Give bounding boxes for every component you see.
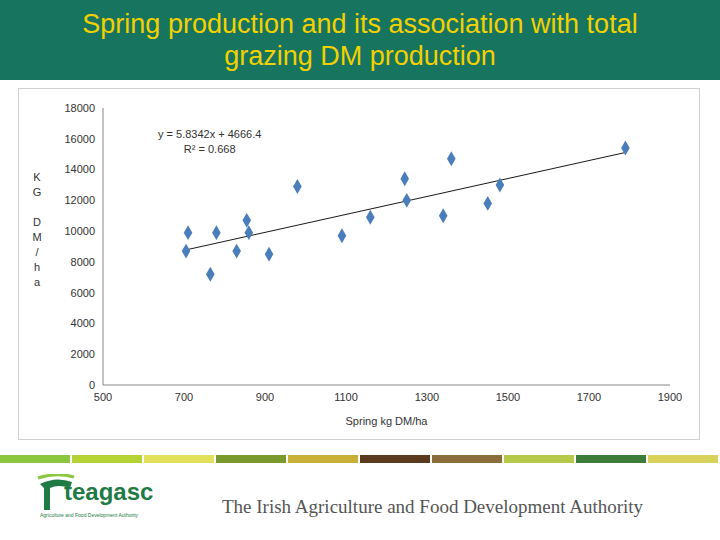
svg-text:8000: 8000 xyxy=(71,256,95,268)
html-text:G: G xyxy=(32,186,42,198)
svg-text:0: 0 xyxy=(89,379,95,391)
svg-text:12000: 12000 xyxy=(64,194,95,206)
html-text:h: h xyxy=(33,261,41,273)
html-text:teagasc: teagasc xyxy=(64,478,154,505)
html-text:y = 5.8342x + 4666.4: y = 5.8342x + 4666.4 xyxy=(158,128,262,140)
svg-text:16000: 16000 xyxy=(64,133,95,145)
html-text:Spring production and its asso: Spring production and its association wi… xyxy=(82,9,638,71)
svg-text:14000: 14000 xyxy=(64,163,95,175)
svg-text:1300: 1300 xyxy=(415,391,439,403)
svg-text:2000: 2000 xyxy=(71,348,95,360)
svg-text:1900: 1900 xyxy=(658,391,682,403)
svg-text:4000: 4000 xyxy=(71,317,95,329)
svg-text:10000: 10000 xyxy=(64,225,95,237)
html-text:R² = 0.668: R² = 0.668 xyxy=(183,143,236,155)
html-text:The Irish Agriculture and Food: The Irish Agriculture and Food Developme… xyxy=(222,496,644,517)
svg-text:1100: 1100 xyxy=(334,391,358,403)
svg-text:500: 500 xyxy=(94,391,112,403)
html-text:M: M xyxy=(32,231,42,243)
html-text:K: K xyxy=(33,171,41,183)
svg-text:900: 900 xyxy=(256,391,274,403)
svg-text:18000: 18000 xyxy=(64,102,95,114)
svg-text:Spring kg DM/ha: Spring kg DM/ha xyxy=(346,415,429,427)
html-text:a: a xyxy=(33,276,41,288)
html-text:D: D xyxy=(33,216,41,228)
html-text:Agriculture and Food Developme: Agriculture and Food Development Authori… xyxy=(40,512,139,518)
svg-text:6000: 6000 xyxy=(71,287,95,299)
svg-text:1500: 1500 xyxy=(496,391,520,403)
svg-text:1700: 1700 xyxy=(577,391,601,403)
svg-text:700: 700 xyxy=(175,391,193,403)
